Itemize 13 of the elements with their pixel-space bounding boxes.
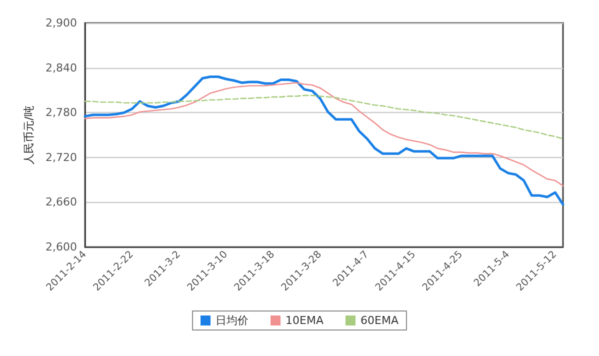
y-tick-label: 2,840 (46, 61, 77, 74)
line-series (84, 82, 564, 186)
y-tick-label: 2,600 (46, 240, 77, 254)
y-axis-title: 人民币元/吨 (22, 106, 36, 164)
legend-label: 10EMA (286, 314, 324, 327)
line-series (84, 76, 564, 206)
legend-label: 日均价 (216, 314, 249, 327)
y-tick-label: 2,660 (46, 196, 77, 209)
legend-label: 60EMA (360, 314, 399, 327)
line-series (84, 94, 564, 140)
y-tick-label: 2,780 (46, 106, 77, 120)
y-tick-label: 2,900 (46, 16, 77, 30)
y-tick-label: 2,720 (46, 150, 77, 164)
